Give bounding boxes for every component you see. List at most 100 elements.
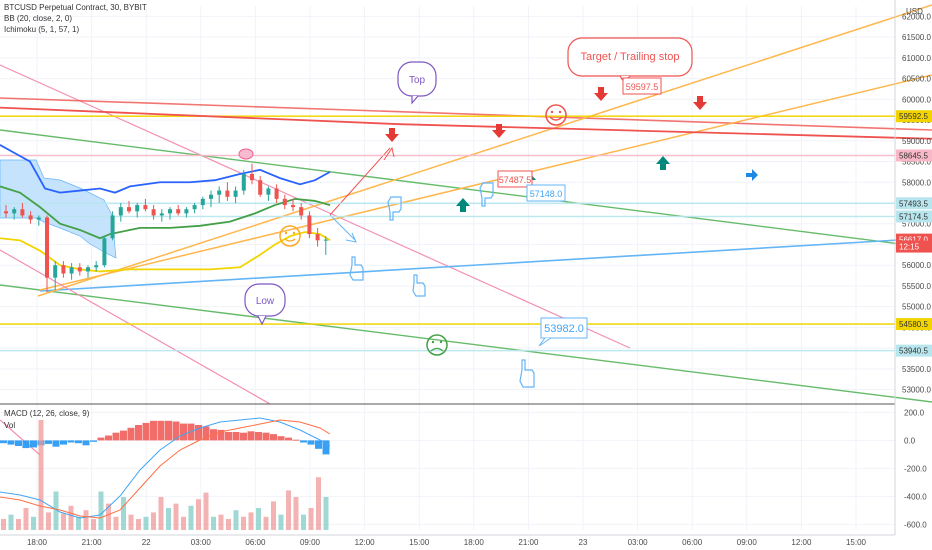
- label-57487: 57487.5: [497, 170, 533, 188]
- candle-body: [151, 209, 156, 216]
- candle-body: [315, 234, 320, 241]
- macd-line: [0, 417, 331, 519]
- candle-body: [135, 205, 140, 212]
- callout-top: Top: [397, 61, 437, 105]
- volume-bar: [233, 510, 239, 530]
- candle-body: [258, 180, 263, 195]
- macd-bar: [172, 421, 180, 441]
- volume-bar: [181, 516, 186, 530]
- macd-bar: [277, 436, 285, 441]
- macd-bar: [90, 440, 97, 442]
- price-tick-label: 59000.0: [902, 137, 931, 146]
- price-label-box: [896, 149, 932, 162]
- candle-body: [217, 190, 222, 195]
- left-arrow-icon: [746, 169, 758, 181]
- macd-tick-label: -400.0: [904, 492, 927, 501]
- hand-pointer-icon: [479, 182, 494, 207]
- time-tick-label: 21:00: [82, 538, 103, 547]
- price-tick-label: 57000.0: [902, 220, 931, 229]
- hand-pointer-icon: [519, 359, 535, 388]
- series-line: [0, 106, 932, 140]
- time-tick-label: 03:00: [628, 538, 649, 547]
- candle-body: [12, 209, 17, 214]
- volume-bar: [31, 516, 36, 530]
- arrow-head-icon: [383, 146, 395, 161]
- volume-bar: [151, 512, 156, 530]
- price-tick-label: 53000.0: [902, 386, 931, 395]
- candle-body: [184, 209, 189, 214]
- time-tick-label: 15:00: [409, 538, 430, 547]
- volume-bar: [113, 516, 119, 530]
- macd-bar: [120, 430, 127, 441]
- macd-axis[interactable]: 200.0 0.0 -200.0 -400.0 -600.0: [904, 408, 927, 529]
- horizontal-levels: [0, 115, 895, 352]
- macd-bar: [217, 429, 225, 441]
- volume-bar: [76, 516, 81, 530]
- price-label-text: 54580.5: [899, 320, 928, 329]
- candle-body: [94, 265, 99, 268]
- volume-pane: [1, 420, 329, 530]
- macd-bar: [22, 440, 30, 449]
- macd-bar: [127, 427, 135, 441]
- macd-legend: MACD (12, 26, close, 9): [4, 409, 90, 418]
- volume-bar: [203, 492, 209, 530]
- candle-body: [233, 190, 238, 197]
- callout-low: Low: [244, 283, 286, 326]
- macd-bar: [292, 439, 300, 441]
- smiley-sad-icon: [426, 334, 448, 356]
- blue-trendline: [39, 237, 932, 292]
- volume-bar: [91, 519, 96, 530]
- volume-bar: [173, 503, 179, 530]
- volume-bar: [158, 497, 164, 530]
- price-tick-label: 61000.0: [902, 54, 931, 63]
- candle-body: [225, 190, 230, 197]
- down-arrow-icon: [385, 128, 399, 142]
- trend-lines: [0, 4, 932, 456]
- volume-bar: [8, 514, 14, 530]
- label-59597: 59597.5: [622, 77, 662, 95]
- macd-bar: [52, 440, 60, 447]
- volume-bar: [68, 505, 74, 530]
- volume-bar: [226, 519, 231, 530]
- volume-bar: [241, 516, 246, 530]
- volume-bar: [16, 519, 21, 530]
- macd-bar: [232, 432, 240, 441]
- volume-bar: [323, 497, 329, 530]
- candle-body: [274, 188, 279, 199]
- macd-bar: [202, 426, 210, 441]
- ichimoku-legend: Ichimoku (5, 1, 57, 1): [4, 25, 79, 34]
- price-tick-label: 56000.0: [902, 261, 931, 270]
- candle-body: [69, 267, 74, 274]
- symbol-title: BTCUSD Perpetual Contract, 30, BYBIT: [4, 3, 147, 12]
- time-tick-label: 06:00: [682, 538, 703, 547]
- candle-body: [127, 207, 131, 212]
- price-label-box: [896, 344, 932, 357]
- time-tick-label: 18:00: [27, 538, 48, 547]
- macd-bar: [0, 440, 7, 444]
- macd-bar: [322, 440, 330, 455]
- candle-body: [77, 267, 82, 272]
- macd-bar: [262, 432, 270, 441]
- volume-bar: [263, 516, 269, 530]
- volume-bar: [1, 519, 6, 530]
- time-axis[interactable]: 18:00 21:00 22 03:00 06:00 09:00 12:00 15:00 18:…: [0, 534, 895, 547]
- volume-bar: [188, 505, 194, 530]
- macd-bar: [195, 425, 202, 441]
- volume-bar: [83, 510, 89, 530]
- candle-body: [266, 188, 271, 195]
- down-arrow-icon: [594, 87, 608, 101]
- candle-body: [299, 207, 304, 216]
- macd-bar: [315, 440, 322, 449]
- green-lower-trendline: [0, 284, 932, 403]
- macd-bar: [97, 437, 105, 441]
- macd-bar: [82, 440, 90, 446]
- macd-bar: [135, 425, 142, 441]
- volume-bar: [121, 497, 126, 530]
- label-57148-text: 57148.0: [530, 189, 563, 199]
- candlesticks: [4, 163, 328, 293]
- series-line: [0, 231, 331, 273]
- candle-body: [61, 265, 66, 274]
- candle-body: [168, 209, 172, 214]
- volume-bar: [218, 514, 224, 530]
